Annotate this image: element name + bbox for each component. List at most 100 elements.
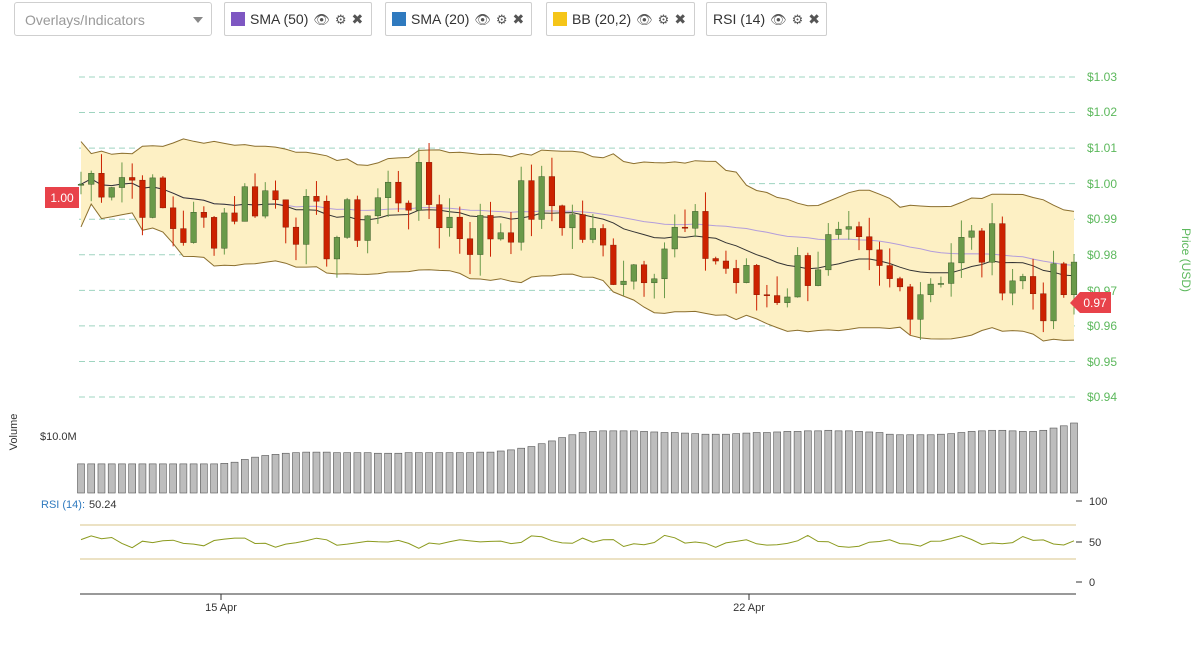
candle-body [825, 234, 832, 271]
chip-sma-20-label: SMA (20) [411, 11, 470, 27]
candle [415, 148, 422, 221]
overlays-indicators-select[interactable]: Overlays/Indicators [14, 2, 212, 36]
volume-bar [711, 433, 720, 494]
chevron-down-icon[interactable] [193, 17, 203, 23]
candle [446, 198, 453, 237]
candle [671, 214, 678, 258]
volume-bar [302, 451, 311, 494]
chip-bb-20-2[interactable]: BB (20,2) 👁 ⚙ ✖ [546, 2, 695, 36]
candle [425, 143, 433, 220]
candle [548, 157, 555, 222]
volume-bar [978, 430, 986, 494]
candle-body [323, 200, 330, 260]
volume-bar [230, 461, 239, 494]
candle [896, 276, 904, 292]
candle-body [139, 179, 146, 218]
volume-bar [804, 430, 812, 494]
candle-body [1070, 261, 1078, 296]
candle-body [671, 226, 678, 250]
close-icon[interactable]: ✖ [351, 11, 364, 27]
volume-bar [281, 452, 290, 494]
rsi-panel [80, 524, 1076, 560]
price-tick: $0.99 [1087, 212, 1117, 226]
volume-bar [445, 452, 454, 494]
volume-bar [159, 463, 167, 494]
volume-bar [640, 431, 648, 494]
candle-body [446, 216, 453, 229]
volume-bar [404, 452, 413, 494]
sma-20-swatch [392, 12, 406, 26]
candle-body [272, 190, 279, 201]
volume-bar [415, 452, 423, 494]
candle-body [241, 186, 248, 222]
current-price-left-marker: 1.00 [45, 187, 79, 208]
price-tick: $1.03 [1087, 70, 1117, 84]
candle-body [190, 212, 197, 243]
close-icon[interactable]: ✖ [808, 11, 821, 27]
close-icon[interactable]: ✖ [512, 11, 525, 27]
candle [200, 206, 207, 228]
volume-bar [1019, 431, 1027, 494]
candle [528, 164, 535, 237]
volume-bar [609, 430, 618, 494]
eye-icon[interactable]: 👁 [636, 11, 653, 27]
volume-bar [251, 456, 259, 494]
candle-body [405, 202, 412, 211]
volume-bar [200, 463, 208, 494]
candle-body [569, 214, 576, 229]
candle [108, 187, 115, 201]
bollinger-band [81, 138, 1074, 341]
volume-bar [660, 432, 669, 494]
candle [620, 260, 627, 296]
volume-bar [1070, 422, 1078, 494]
price-axis-labels: $1.03 $1.02 $1.01 $1.00 $0.99 $0.98 $0.9… [1087, 70, 1117, 404]
candle-body [722, 260, 730, 269]
volume-bar [957, 432, 966, 494]
candle-body [774, 295, 781, 303]
candle-body [149, 177, 156, 218]
price-tick: $1.00 [1087, 177, 1117, 191]
candle [323, 195, 330, 267]
candle [77, 171, 85, 195]
candle-body [661, 248, 668, 280]
candle [651, 273, 658, 299]
volume-bar [118, 463, 126, 494]
candle [139, 175, 146, 236]
eye-icon[interactable]: 👁 [474, 11, 491, 27]
close-icon[interactable]: ✖ [674, 11, 687, 27]
chip-sma-50[interactable]: SMA (50) 👁 ⚙ ✖ [224, 2, 372, 36]
gear-icon[interactable]: ⚙ [657, 11, 670, 27]
volume-bar [998, 429, 1007, 494]
candle [712, 256, 719, 265]
gear-icon[interactable]: ⚙ [334, 11, 347, 27]
chip-bb-label: BB (20,2) [572, 11, 632, 27]
chip-rsi-14[interactable]: RSI (14) 👁 ⚙ ✖ [706, 2, 827, 36]
candle-body [425, 162, 433, 205]
volume-bar [148, 463, 157, 494]
candle [292, 217, 300, 261]
left-price-label: 1.00 [50, 191, 74, 205]
chip-sma-50-label: SMA (50) [250, 11, 309, 27]
chip-sma-20[interactable]: SMA (20) 👁 ⚙ ✖ [385, 2, 532, 36]
candle-body [610, 244, 617, 285]
candle-body [528, 180, 535, 220]
volume-bar [1039, 429, 1048, 494]
volume-bar [107, 463, 116, 494]
eye-icon[interactable]: 👁 [770, 11, 787, 27]
candle [190, 201, 197, 244]
candle [917, 282, 924, 340]
volume-bar [732, 433, 740, 494]
price-axis-title: Price (USD) [1179, 228, 1193, 292]
candle-body [876, 249, 883, 266]
volume-bars [77, 422, 1078, 494]
gear-icon[interactable]: ⚙ [791, 11, 804, 27]
eye-icon[interactable]: 👁 [313, 11, 330, 27]
gear-icon[interactable]: ⚙ [495, 11, 508, 27]
bollinger-lower-line [80, 202, 1075, 342]
candle [344, 197, 351, 239]
candle-body [907, 286, 914, 320]
volume-bar [455, 452, 464, 494]
candle [733, 259, 740, 294]
volume-bar [435, 452, 444, 494]
